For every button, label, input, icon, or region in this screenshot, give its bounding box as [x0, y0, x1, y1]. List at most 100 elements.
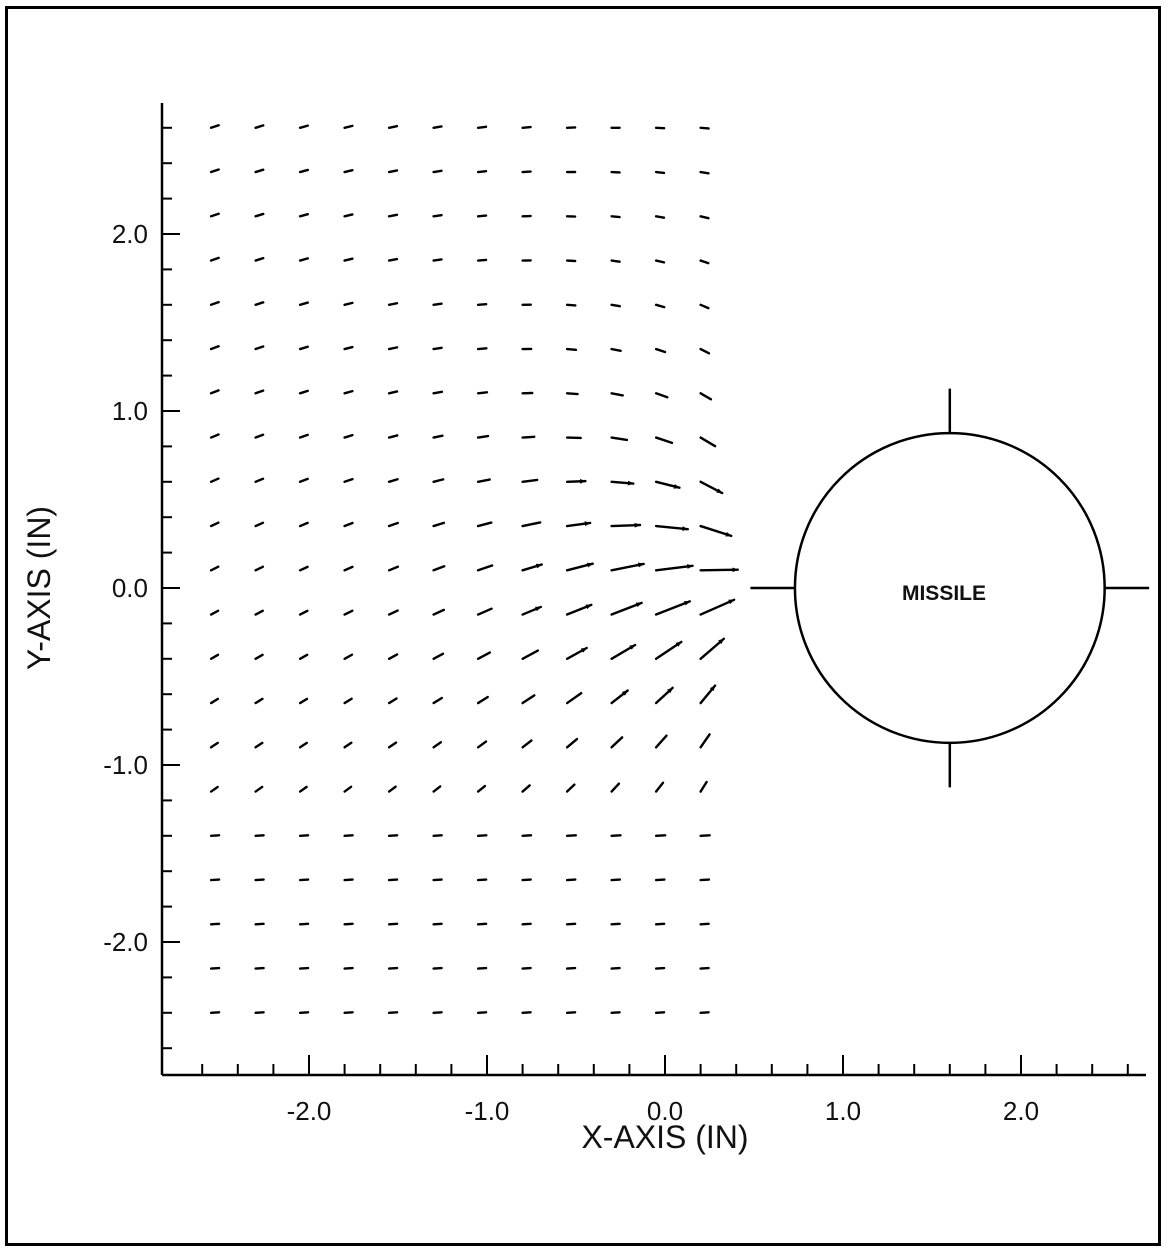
- missile-cross-section: [750, 388, 1150, 788]
- vector-arrow: [209, 609, 220, 616]
- vector-arrow: [254, 389, 265, 395]
- vector-arrow: [298, 389, 309, 395]
- vector-arrow: [432, 785, 442, 793]
- vector-arrow: [432, 390, 444, 395]
- vector-arrow: [387, 257, 399, 262]
- vector-arrow: [298, 168, 310, 174]
- figure-frame: [5, 6, 1161, 1246]
- vector-arrow: [610, 392, 624, 397]
- vector-arrow: [432, 652, 445, 660]
- vector-arrow: [298, 521, 309, 528]
- tick-labels: -2.0 -1.0 0.0 1.0 2.0 2.0 1.0 0.0 -1.0 -2.0: [103, 219, 1039, 1126]
- vector-arrow: [699, 436, 717, 448]
- vector-arrow: [343, 345, 354, 351]
- vector-arrow: [654, 781, 665, 793]
- vector-arrow: [387, 302, 399, 306]
- vector-arrow: [565, 691, 583, 705]
- vector-arrow: [387, 390, 399, 395]
- vector-arrow: [654, 524, 690, 532]
- vector-arrow: [209, 300, 220, 306]
- vector-arrow: [699, 567, 739, 573]
- vector-arrow: [521, 521, 542, 528]
- y-tick-label: -2.0: [103, 927, 148, 957]
- vector-arrow: [432, 521, 446, 528]
- vector-arrow: [565, 303, 577, 307]
- vector-arrow: [565, 783, 576, 793]
- vector-arrow: [654, 392, 669, 399]
- vector-arrow: [298, 565, 309, 572]
- vector-arrow: [343, 301, 354, 306]
- vector-arrow: [610, 215, 621, 219]
- vector-arrow: [343, 433, 354, 439]
- vector-arrow: [432, 169, 443, 174]
- vector-arrow: [387, 346, 399, 351]
- vector-arrow: [387, 609, 399, 616]
- vector-arrow: [254, 609, 264, 616]
- x-tick-label: -1.0: [465, 1096, 510, 1126]
- vector-arrow: [432, 258, 443, 262]
- vector-arrow: [209, 124, 220, 130]
- vector-arrow: [298, 301, 309, 306]
- vector-arrow: [699, 170, 710, 175]
- vector-arrow: [209, 345, 220, 351]
- vector-arrow: [476, 521, 493, 528]
- vector-arrow: [610, 480, 635, 486]
- vector-arrow: [654, 600, 691, 616]
- vector-arrow: [699, 126, 710, 130]
- vector-arrow: [209, 565, 220, 572]
- vector-arrow: [387, 478, 399, 483]
- vector-arrow: [254, 212, 265, 218]
- vector-arrow: [209, 433, 220, 439]
- vector-arrow: [565, 347, 578, 351]
- vector-arrow: [254, 785, 264, 793]
- vector-arrow: [521, 784, 531, 793]
- y-tick-label: -1.0: [103, 750, 148, 780]
- vector-arrow: [432, 346, 443, 351]
- vector-arrow: [654, 734, 668, 749]
- vector-arrow: [565, 478, 587, 484]
- vector-arrow: [298, 257, 310, 262]
- vector-arrow: [254, 653, 264, 660]
- vector-arrow: [387, 213, 399, 218]
- vector-arrow: [521, 125, 532, 130]
- vector-arrow: [699, 598, 736, 616]
- vector-arrow: [343, 257, 354, 262]
- vector-arrow: [654, 170, 666, 175]
- vector-arrow: [343, 785, 353, 793]
- y-tick-label: 1.0: [112, 396, 148, 426]
- vector-arrow: [654, 564, 694, 572]
- vector-arrow: [209, 785, 219, 793]
- vector-arrow: [521, 435, 536, 439]
- vector-arrow: [343, 697, 353, 705]
- vector-arrow: [476, 564, 494, 572]
- vector-arrow: [298, 345, 309, 351]
- y-tick-label: 0.0: [112, 573, 148, 603]
- vector-arrow: [343, 213, 354, 218]
- vector-arrow: [654, 436, 674, 445]
- vector-arrow: [610, 643, 637, 660]
- vector-arrow: [254, 565, 265, 572]
- vector-arrow: [476, 391, 489, 395]
- missile-label: MISSILE: [902, 582, 986, 605]
- vector-arrow: [610, 522, 642, 528]
- vector-arrow: [610, 436, 629, 442]
- vector-arrow: [387, 785, 397, 793]
- vector-arrow: [298, 433, 309, 439]
- vector-arrow: [699, 215, 710, 220]
- vector-arrow: [343, 124, 354, 130]
- vector-arrow: [699, 259, 710, 265]
- vector-arrow: [209, 256, 220, 262]
- vector-arrow: [343, 389, 354, 395]
- vector-arrow: [699, 480, 724, 495]
- vector-arrow: [521, 605, 543, 616]
- vector-arrow: [654, 834, 667, 837]
- vector-arrow: [254, 697, 264, 705]
- vector-arrow: [432, 213, 443, 218]
- vector-arrow: [654, 640, 683, 660]
- vector-arrow: [432, 741, 443, 749]
- vector-arrow: [387, 434, 399, 439]
- vector-arrow: [654, 347, 667, 354]
- vector-arrow: [432, 302, 443, 306]
- vector-arrows: [209, 124, 739, 1014]
